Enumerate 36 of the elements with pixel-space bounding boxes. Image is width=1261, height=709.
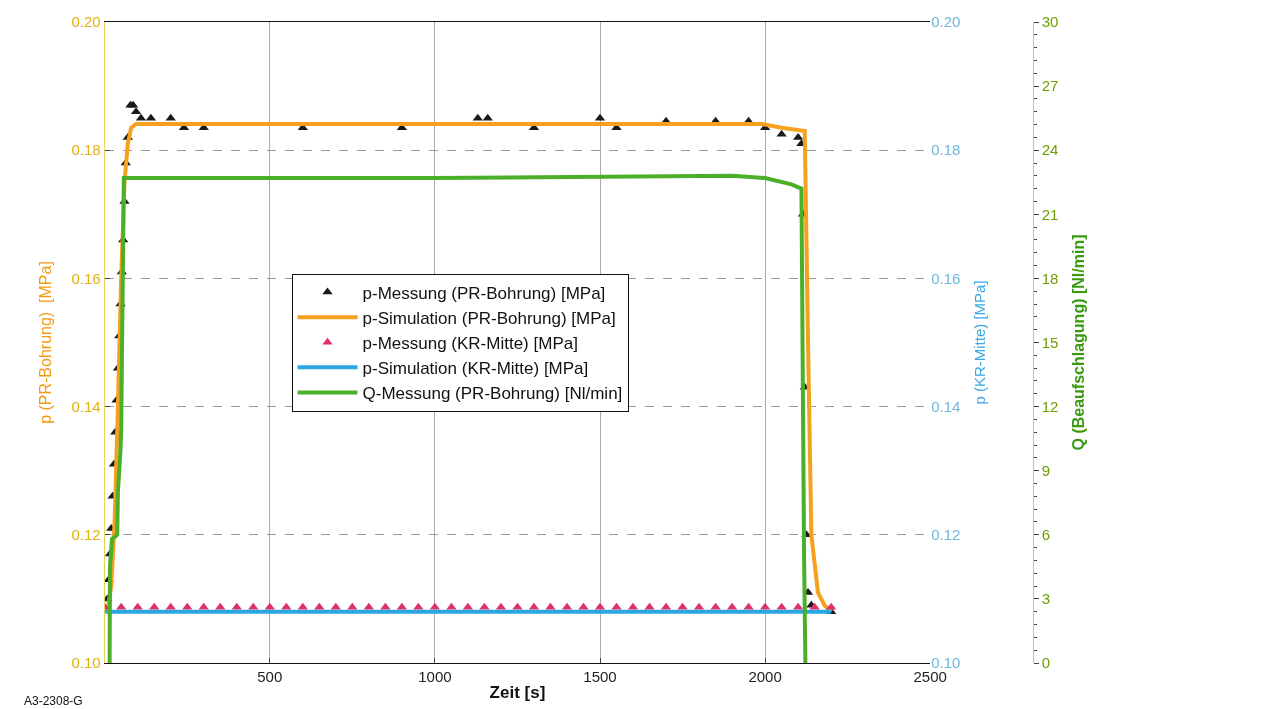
y-tick-label: 0.20 [71,13,101,31]
x-tick-label: 500 [257,668,283,685]
y2-tick-label: 0.12 [931,526,961,544]
x-tick-label: 1500 [583,668,617,685]
y3-tick-label: 27 [1041,77,1059,95]
y-tick-label: 0.14 [71,397,101,415]
y-tick-label: 0.12 [71,526,101,544]
y2-axis-title: p (KR-Mitte) [MPa] [971,280,989,405]
y-tick-label: 0.18 [71,141,101,159]
y2-tick-label: 0.14 [931,397,961,415]
y3-tick-label: 9 [1041,461,1051,479]
legend-label: p-Simulation (PR-Bohrung) [MPa] [362,308,616,328]
x-axis-title: Zeit [s] [489,683,546,703]
y3-axis-title: Q (Beaufschlagung) [Nl/min] [1070,234,1088,451]
y2-tick-label: 0.16 [931,269,961,287]
y3-tick-label: 3 [1041,590,1051,608]
y3-tick-label: 0 [1041,654,1051,672]
x-tick-label: 2000 [748,668,782,685]
y-tick-label: 0.16 [71,269,101,287]
y3-tick-label: 21 [1041,205,1059,223]
legend-label: p-Messung (PR-Bohrung) [MPa] [362,283,606,303]
y-tick-label: 0.10 [71,654,101,672]
y3-tick-label: 18 [1041,269,1059,287]
legend-label: p-Messung (KR-Mitte) [MPa] [362,333,578,353]
y-axis-title: p (PR-Bohrung) [MPa] [37,261,55,424]
y3-tick-label: 15 [1041,333,1059,351]
y3-tick-label: 12 [1041,397,1059,415]
y2-tick-label: 0.20 [931,13,961,31]
text: A3-2308-G [24,694,83,708]
x-tick-label: 1000 [418,668,452,685]
y3-tick-label: 30 [1041,13,1059,31]
legend-label: p-Simulation (KR-Mitte) [MPa] [362,358,589,378]
legend-label: Q-Messung (PR-Bohrung) [Nl/min] [362,384,623,404]
y2-tick-label: 0.18 [931,141,961,159]
y3-tick-label: 6 [1041,526,1051,544]
y3-tick-label: 24 [1041,141,1059,159]
